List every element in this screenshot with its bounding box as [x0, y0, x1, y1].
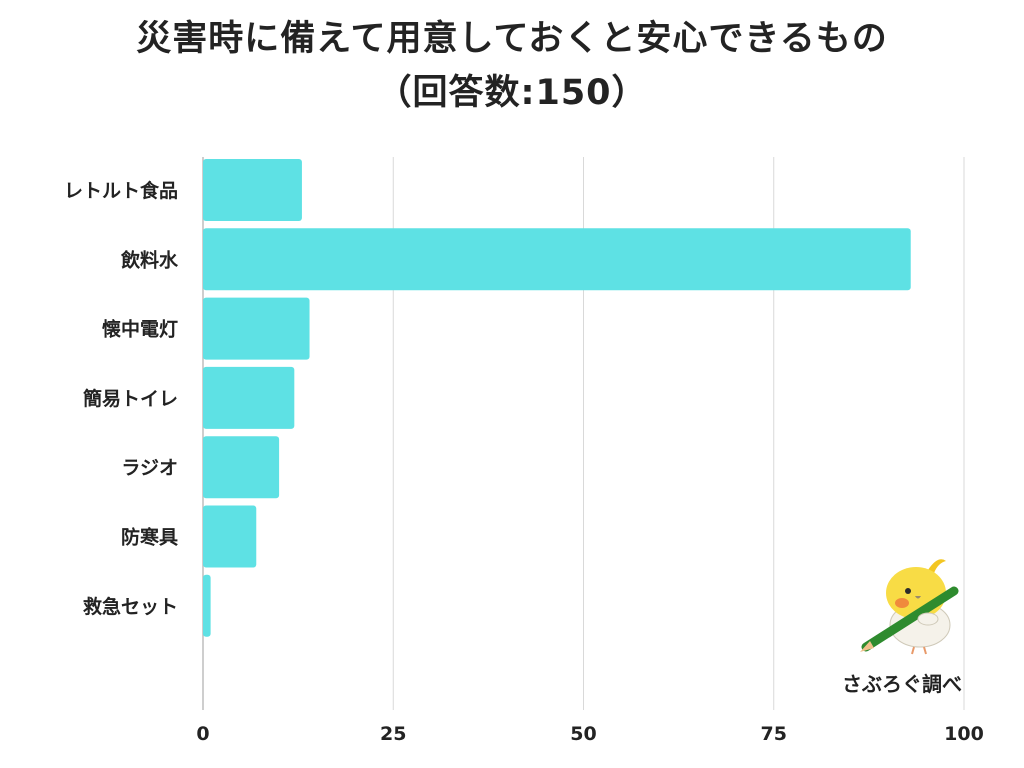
category-label: 飲料水	[120, 248, 179, 271]
category-label: ラジオ	[121, 457, 178, 479]
x-tick-label: 0	[196, 723, 209, 745]
bar	[203, 366, 295, 429]
chart-title: 災害時に備えて用意しておくと安心できるもの	[136, 19, 888, 59]
x-tick-label: 75	[761, 723, 787, 745]
chart-subtitle: （回答数:150）	[376, 73, 648, 113]
category-label: 防寒具	[121, 526, 178, 549]
credit-label: さぶろぐ調べ	[842, 672, 962, 696]
bird-mascot-icon	[860, 559, 959, 655]
bar	[203, 228, 911, 291]
x-tick-label: 100	[944, 723, 984, 745]
bar	[203, 574, 211, 637]
x-tick-label: 50	[570, 723, 596, 745]
x-tick-label: 25	[380, 723, 406, 745]
bar	[203, 505, 257, 568]
bar	[203, 436, 280, 499]
bar	[203, 297, 310, 360]
category-label: 簡易トイレ	[83, 387, 178, 410]
bar	[203, 159, 302, 221]
category-label: 懐中電灯	[102, 318, 178, 341]
category-label: レトルト食品	[64, 179, 178, 202]
category-label: 救急セット	[83, 595, 178, 618]
